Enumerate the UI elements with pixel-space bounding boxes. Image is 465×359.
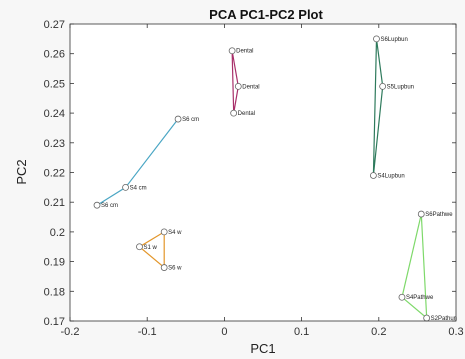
x-tick-label: 0: [221, 326, 227, 338]
data-point-label: S4 cm: [130, 185, 147, 191]
data-point: [369, 172, 377, 179]
x-axis-title: PC1: [250, 341, 275, 356]
data-point-label: S6 cm: [101, 203, 118, 209]
data-point-label: S4Pathwe: [406, 295, 434, 301]
y-tick-label: 0.24: [44, 108, 65, 120]
data-point: [93, 201, 101, 209]
data-point: [423, 314, 431, 322]
data-point-label: S6 cm: [182, 117, 199, 123]
y-tick-label: 0.17: [44, 316, 65, 328]
data-point: [230, 109, 238, 117]
y-tick-label: 0.26: [44, 49, 65, 61]
series-outline-5: [401, 213, 428, 320]
series-outline-3: [231, 50, 239, 114]
data-point-label: S2Pathun: [431, 316, 457, 322]
x-tick-label: -0.1: [138, 326, 157, 338]
chart-title: PCA PC1-PC2 Plot: [209, 7, 323, 22]
data-point: [398, 293, 406, 301]
data-point-label: Dental: [242, 84, 259, 90]
data-point: [122, 183, 129, 191]
y-tick-label: 0.23: [44, 138, 65, 150]
x-tick-label: -0.2: [61, 326, 80, 338]
y-tick-label: 0.22: [44, 168, 65, 180]
y-tick-label: 0.25: [44, 78, 65, 90]
data-point-label: S4Lupbun: [377, 173, 404, 179]
data-point-label: S5Lupbun: [387, 84, 414, 90]
series-outline-4: [372, 38, 384, 176]
plot-area: [70, 24, 456, 321]
chart-marks-layer: S6 cm S4 cm S6 cm S1 w S4 w S6 w Dental Dental D…: [93, 35, 457, 322]
y-tick-label: 0.27: [44, 19, 65, 31]
y-tick-label: 0.19: [44, 257, 65, 269]
data-point: [160, 228, 168, 236]
x-tick-label: 0.2: [371, 326, 386, 338]
x-tick-label: 0.1: [294, 326, 309, 338]
data-point: [417, 210, 425, 218]
data-point: [136, 243, 143, 251]
data-point-label: S6 w: [168, 266, 182, 272]
data-point: [160, 264, 168, 271]
y-tick-label: 0.18: [44, 286, 65, 298]
data-point-label: Dental: [236, 49, 253, 55]
data-point: [373, 35, 380, 43]
series-outline-2: [138, 230, 165, 269]
x-tick-label: 0.3: [448, 326, 463, 338]
data-point: [379, 82, 387, 90]
data-point-label: Dental: [238, 111, 255, 117]
data-point: [234, 82, 242, 90]
y-tick-label: 0.2: [50, 227, 65, 239]
data-point-label: S6Lupbun: [380, 37, 407, 43]
y-axis-title: PC2: [14, 159, 29, 184]
data-point: [228, 47, 236, 55]
axes-layer: -0.2 -0.1 0 0.1 0.2 0.3 0.17 0.18 0.19 0.2 0.21 0.2…: [44, 19, 464, 338]
data-point-label: S6Pathwe: [425, 212, 453, 218]
data-point: [174, 115, 182, 123]
y-tick-label: 0.21: [44, 197, 65, 209]
data-point-label: S1 w: [143, 245, 157, 251]
data-point-label: S4 w: [168, 230, 182, 236]
